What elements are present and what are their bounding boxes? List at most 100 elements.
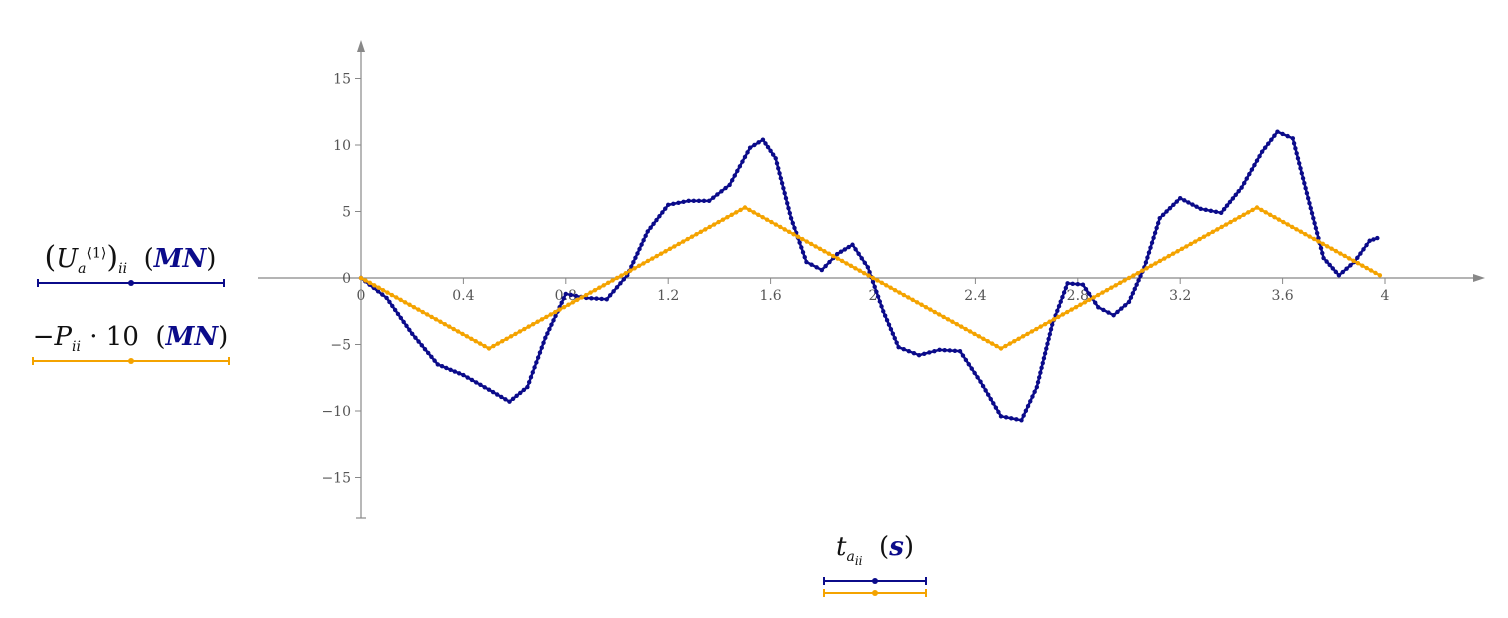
- series-point-u: [1152, 230, 1158, 236]
- series-point-u: [1348, 263, 1353, 268]
- series-point-p: [1232, 217, 1238, 222]
- series-point-u: [1318, 245, 1324, 251]
- series-point-u: [932, 348, 937, 354]
- series-point-u: [380, 292, 385, 297]
- series-point-u: [648, 225, 653, 230]
- series-point-u: [1249, 167, 1255, 172]
- series-point-u: [1167, 205, 1173, 211]
- series-point-u: [1208, 208, 1214, 214]
- series-point-p: [711, 222, 717, 227]
- series-point-u: [896, 344, 901, 350]
- series-point-u: [1371, 237, 1376, 242]
- series-point-u: [735, 168, 740, 174]
- series-point-u: [631, 259, 636, 265]
- series-point-p: [1254, 205, 1260, 210]
- series-point-p: [800, 236, 805, 242]
- series-point-p: [937, 312, 942, 317]
- series-point-u: [730, 178, 735, 183]
- series-point-u: [549, 322, 554, 327]
- series-point-u: [788, 215, 794, 221]
- series-point-p: [831, 253, 836, 259]
- x-tick-label: 2: [869, 288, 878, 304]
- series-point-u: [787, 210, 792, 216]
- series-point-u: [629, 264, 634, 269]
- series-point-p: [1237, 215, 1242, 220]
- y-tick-label: −15: [321, 471, 351, 487]
- series-point-p: [972, 331, 977, 337]
- legend-u-sub: a: [78, 261, 87, 278]
- series-point-u: [1028, 399, 1033, 404]
- series-point-u: [1327, 262, 1332, 268]
- series-point-p: [733, 210, 739, 215]
- series-point-u: [410, 331, 415, 337]
- series-point-p: [513, 331, 518, 337]
- series-point-u: [1320, 250, 1325, 256]
- series-point-u: [1041, 356, 1047, 361]
- series-point-p: [769, 219, 774, 225]
- series-point-u: [526, 379, 532, 385]
- series-point-u: [706, 198, 712, 204]
- series-point-u: [872, 284, 877, 290]
- series-point-p: [1289, 224, 1295, 230]
- series-point-u: [1080, 282, 1086, 287]
- series-point-u: [1321, 255, 1326, 261]
- series-point-p: [1060, 312, 1065, 317]
- series-point-p: [1016, 336, 1021, 341]
- series-point-u: [786, 205, 791, 211]
- series-point-p: [897, 290, 902, 295]
- series-point-u: [1023, 408, 1029, 414]
- series-point-p: [720, 217, 726, 222]
- series-point-p: [1333, 248, 1339, 254]
- series-point-u: [1035, 380, 1041, 385]
- series-point-u: [474, 380, 479, 385]
- series-point-u: [384, 295, 389, 301]
- series-point-u: [814, 265, 819, 270]
- series-point-u: [870, 279, 876, 285]
- series-point-p: [870, 275, 876, 281]
- series-point-u: [1044, 346, 1049, 351]
- series-point-u: [559, 300, 564, 305]
- series-point-u: [877, 299, 883, 304]
- series-point-p: [1272, 215, 1277, 220]
- series-point-u: [1236, 188, 1241, 194]
- series-point-u: [1093, 300, 1098, 305]
- series-point-u: [1308, 205, 1313, 211]
- x-legend-swatch-p: [823, 588, 927, 597]
- series-point-p: [1166, 253, 1171, 259]
- legend-p-label: −Pii · 10 (MN): [32, 322, 229, 356]
- series-point-p: [809, 241, 814, 247]
- series-point-u: [1316, 235, 1321, 241]
- series-point-u: [1344, 266, 1349, 271]
- series-point-u: [435, 362, 440, 367]
- series-point-u: [1058, 299, 1063, 304]
- series-point-u: [510, 396, 516, 401]
- series-point-p: [451, 326, 456, 332]
- series-point-p: [738, 207, 743, 213]
- series-point-p: [817, 246, 823, 252]
- x-tick-label: 3.6: [1271, 288, 1293, 304]
- series-point-u: [1046, 336, 1051, 342]
- y-tick-label: −5: [330, 338, 351, 354]
- series-point-p: [385, 290, 390, 295]
- series-point-u: [404, 323, 409, 329]
- series-point-u: [1285, 133, 1290, 139]
- series-point-u: [991, 401, 996, 406]
- series-point-u: [966, 362, 972, 367]
- series-point-p: [447, 324, 452, 329]
- series-point-u: [401, 319, 406, 325]
- series-point-p: [1131, 273, 1136, 278]
- series-point-u: [633, 255, 638, 260]
- series-point-p: [1003, 343, 1008, 349]
- series-point-p: [1329, 246, 1334, 251]
- series-point-p: [1377, 273, 1383, 278]
- series-point-u: [1293, 146, 1298, 151]
- series-point-p: [601, 283, 606, 288]
- series-point-u: [1269, 137, 1274, 142]
- series-point-p: [650, 256, 655, 261]
- series-point-u: [654, 217, 659, 223]
- series-point-u: [1009, 416, 1014, 421]
- series-point-p: [694, 232, 699, 237]
- series-point-p: [729, 212, 734, 218]
- series-point-u: [1040, 360, 1045, 366]
- series-point-p: [906, 295, 911, 300]
